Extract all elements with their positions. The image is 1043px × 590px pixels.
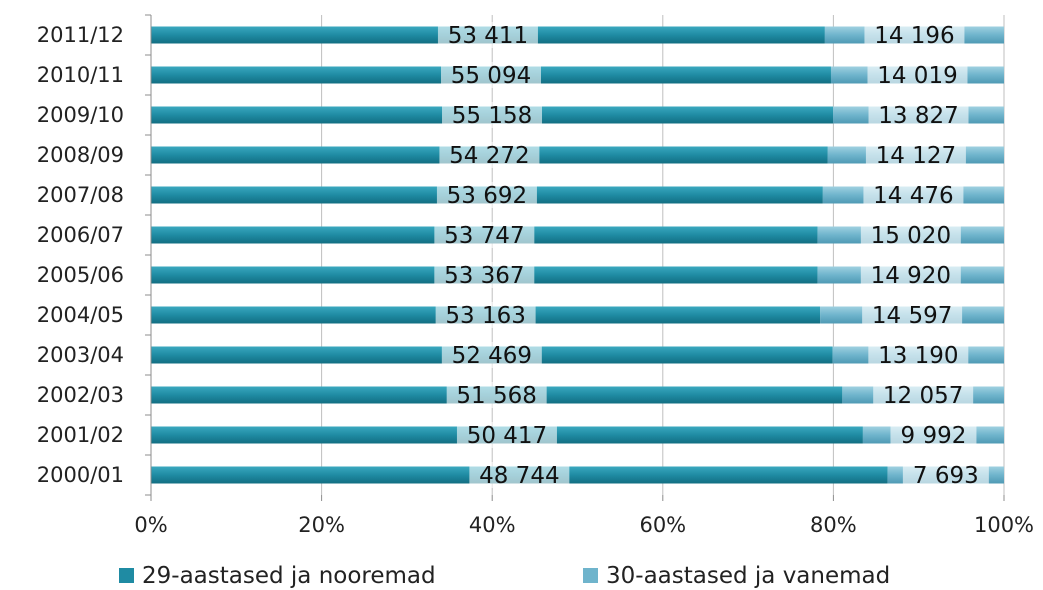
x-tick-label: 20%	[298, 513, 345, 537]
data-label-bg	[441, 342, 542, 368]
legend-label: 29-aastased ja nooremad	[142, 563, 436, 589]
data-label: 53 163	[445, 303, 525, 329]
data-label: 50 417	[467, 423, 547, 449]
data-label: 14 127	[876, 143, 956, 169]
axes: 0% 20% 40% 60% 80% 100%	[134, 14, 1034, 537]
data-label: 14 920	[871, 263, 951, 289]
category-label: 2004/05	[37, 303, 124, 327]
data-label-bg	[469, 462, 570, 488]
data-label: 55 094	[451, 63, 531, 89]
data-label: 7 693	[913, 463, 979, 489]
data-label-bg	[435, 302, 536, 328]
data-label-bg	[440, 62, 541, 88]
data-label-bg	[868, 102, 969, 128]
legend-label: 30-aastased ja vanemad	[606, 563, 890, 589]
data-label: 14 476	[873, 183, 953, 209]
legend-swatch	[119, 568, 134, 583]
category-label: 2009/10	[37, 103, 124, 127]
x-tick-label: 100%	[974, 513, 1034, 537]
data-label: 14 597	[872, 303, 952, 329]
data-label: 13 190	[878, 343, 958, 369]
data-label-bg	[862, 302, 963, 328]
data-label: 54 272	[449, 143, 529, 169]
category-label: 2011/12	[37, 23, 124, 47]
bars	[151, 26, 1004, 484]
data-label-bg	[446, 382, 547, 408]
data-label-bg	[436, 182, 537, 208]
category-label: 2002/03	[37, 383, 124, 407]
data-label: 53 411	[448, 23, 528, 49]
data-label: 12 057	[883, 383, 963, 409]
data-label-bg	[860, 222, 961, 248]
data-label: 15 020	[871, 223, 951, 249]
data-label-bg	[456, 422, 557, 448]
data-label: 13 827	[878, 103, 958, 129]
x-tick-label: 0%	[134, 513, 167, 537]
x-tick-label: 60%	[639, 513, 686, 537]
data-label: 14 019	[877, 63, 957, 89]
data-label-bg	[865, 142, 966, 168]
data-label: 55 158	[452, 103, 532, 129]
data-label-bg	[442, 102, 543, 128]
data-label-bg	[902, 462, 989, 488]
data-label-bg	[890, 422, 977, 448]
category-label: 2005/06	[37, 263, 124, 287]
category-label: 2008/09	[37, 143, 124, 167]
data-label: 53 692	[447, 183, 527, 209]
data-label: 51 568	[456, 383, 536, 409]
data-label-bg	[873, 382, 974, 408]
data-label-bg	[863, 182, 964, 208]
category-label: 2006/07	[37, 223, 124, 247]
category-label: 2010/11	[37, 63, 124, 87]
category-label: 2000/01	[37, 463, 124, 487]
data-label: 48 744	[479, 463, 559, 489]
data-label-bg	[864, 22, 965, 48]
data-label-bg	[860, 262, 961, 288]
category-label: 2001/02	[37, 423, 124, 447]
data-label-bg	[868, 342, 969, 368]
data-label-bg	[439, 142, 540, 168]
data-label: 9 992	[901, 423, 967, 449]
category-label: 2007/08	[37, 183, 124, 207]
labels: 2011/12 53 411 14 196 2010/11 55 094 14 019 20…	[37, 22, 989, 489]
data-label-bg	[434, 262, 535, 288]
data-label: 53 747	[444, 223, 524, 249]
x-tick-label: 40%	[469, 513, 516, 537]
data-label: 52 469	[452, 343, 532, 369]
category-label: 2003/04	[37, 343, 124, 367]
data-label-bg	[434, 222, 535, 248]
data-label: 14 196	[874, 23, 954, 49]
legend-swatch	[583, 568, 598, 583]
data-label-bg	[437, 22, 538, 48]
data-label-bg	[867, 62, 968, 88]
data-label: 53 367	[444, 263, 524, 289]
x-tick-label: 80%	[810, 513, 857, 537]
gridlines	[321, 15, 1005, 495]
legend: 29-aastased ja nooremad 30-aastased ja va…	[119, 563, 890, 589]
